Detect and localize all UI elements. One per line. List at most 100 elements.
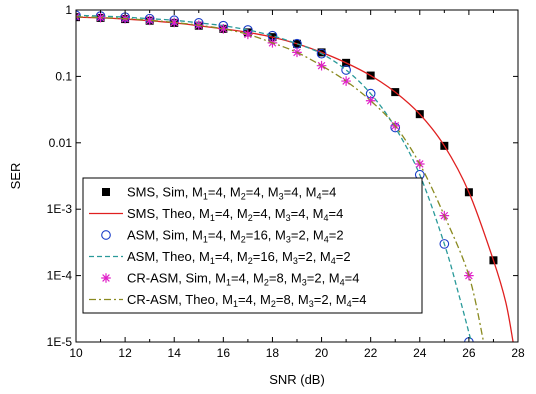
legend-swatch — [101, 230, 111, 240]
legend-label-part: =4, M — [284, 185, 317, 200]
legend-label-part: 3 — [286, 213, 291, 223]
legend-item: CR-ASM, Theo, M1=4, M2=8, M3=2, M4=4 — [89, 292, 366, 309]
legend-label-part: ASM, Theo, M — [127, 249, 210, 264]
y-tick-label: 1E-5 — [47, 335, 73, 349]
legend-label-part: =4, M — [253, 206, 286, 221]
data-point — [439, 239, 450, 249]
legend-label-part: =2 — [336, 249, 351, 264]
legend-label: SMS, Sim, M1=4, M2=4, M3=4, M4=4 — [127, 185, 336, 202]
legend-label-part: =8, M — [269, 271, 302, 286]
legend-label-part: =2 — [329, 228, 344, 243]
legend-label-part: =16, M — [253, 249, 293, 264]
x-tick-label: 28 — [511, 346, 525, 360]
legend-label-part: 3 — [302, 278, 307, 288]
legend-label: SMS, Theo, M1=4, M2=4, M3=4, M4=4 — [127, 206, 343, 223]
x-tick-label: 18 — [266, 346, 280, 360]
legend-label-part: CR-ASM, Sim, M — [127, 271, 226, 286]
legend-label-part: 1 — [210, 256, 215, 266]
legend-label-part: =2, M — [298, 249, 331, 264]
x-tick-label: 24 — [413, 346, 427, 360]
legend-label: ASM, Theo, M1=4, M2=16, M3=2, M4=2 — [127, 249, 351, 266]
legend-label: CR-ASM, Sim, M1=4, M2=8, M3=2, M4=4 — [127, 271, 359, 288]
legend-label: CR-ASM, Theo, M1=4, M2=8, M3=2, M4=4 — [127, 292, 366, 309]
x-tick-label: 22 — [364, 346, 378, 360]
legend-label-part: 1 — [203, 192, 208, 202]
legend-label-part: =4, M — [215, 249, 248, 264]
data-point — [243, 29, 253, 40]
legend-label-part: 4 — [340, 278, 345, 288]
legend-label-part: =4, M — [208, 185, 241, 200]
legend-label-part: 4 — [347, 299, 352, 309]
legend-label-part: =8, M — [276, 292, 309, 307]
legend-label-part: =4, M — [231, 271, 264, 286]
legend-label-part: 3 — [293, 256, 298, 266]
legend-item: SMS, Theo, M1=4, M2=4, M3=4, M4=4 — [89, 206, 343, 223]
data-point — [95, 12, 106, 23]
legend-label-part: =4 — [352, 292, 367, 307]
legend-label-part: 4 — [331, 256, 336, 266]
y-tick-label: 1E-4 — [47, 269, 73, 283]
legend-label-part: =4 — [345, 271, 360, 286]
x-axis: 10 12 14 16 18 20 22 24 26 28 — [69, 10, 525, 360]
legend-box — [82, 177, 423, 314]
legend-label-part: =4, M — [208, 228, 241, 243]
legend-label-part: CR-ASM, Theo, M — [127, 292, 233, 307]
legend-item: CR-ASM, Sim, M1=4, M2=8, M3=2, M4=4 — [101, 271, 359, 288]
x-tick-label: 10 — [69, 346, 83, 360]
data-point — [341, 65, 351, 75]
legend-item: ASM, Theo, M1=4, M2=16, M3=2, M4=2 — [89, 249, 351, 266]
data-point — [144, 15, 155, 26]
legend-label-part: 2 — [248, 256, 253, 266]
legend-label-part: ASM, Sim, M — [127, 228, 203, 243]
legend-label-part: 2 — [241, 192, 246, 202]
legend-label-part: 3 — [286, 235, 291, 245]
y-tick-label: 1E-3 — [47, 202, 73, 216]
legend-label-part: SMS, Theo, M — [127, 206, 210, 221]
legend-label-part: =4, M — [238, 292, 271, 307]
legend-label-part: 2 — [271, 299, 276, 309]
legend-label-part: 1 — [203, 235, 208, 245]
legend-swatch — [101, 273, 111, 283]
y-axis-title: SER — [8, 163, 23, 190]
data-point — [316, 48, 327, 59]
data-point — [365, 95, 376, 106]
y-tick-label: 0.1 — [55, 69, 72, 83]
data-point — [169, 17, 180, 28]
legend-label-part: 2 — [248, 213, 253, 223]
legend-label-part: 2 — [241, 235, 246, 245]
legend-label-part: 3 — [279, 192, 284, 202]
legend-label-part: 4 — [324, 235, 329, 245]
legend-label-part: =4 — [322, 185, 337, 200]
data-point — [341, 76, 351, 86]
legend-label: ASM, Sim, M1=4, M2=16, M3=2, M4=2 — [127, 228, 344, 245]
series-5 — [76, 16, 485, 342]
legend-label-part: SMS, Sim, M — [127, 185, 203, 200]
legend-label-part: 3 — [309, 299, 314, 309]
legend-label-part: =4, M — [246, 185, 279, 200]
x-axis-title: SNR (dB) — [269, 372, 325, 387]
legend-label-part: =2, M — [291, 228, 324, 243]
plot-area — [76, 10, 514, 342]
legend-label-part: 4 — [324, 213, 329, 223]
y-tick-label: 1 — [65, 3, 72, 17]
legend-label-part: =16, M — [246, 228, 286, 243]
legend-label-part: 1 — [233, 299, 238, 309]
legend-label-part: 1 — [226, 278, 231, 288]
data-point — [316, 60, 327, 71]
x-tick-label: 26 — [462, 346, 476, 360]
x-tick-label: 12 — [118, 346, 132, 360]
y-tick-label: 0.01 — [49, 136, 73, 150]
legend-label-part: 2 — [264, 278, 269, 288]
legend-item: ASM, Sim, M1=4, M2=16, M3=2, M4=2 — [101, 228, 344, 245]
legend-label-part: =2, M — [314, 292, 347, 307]
legend-label-part: =4 — [329, 206, 344, 221]
legend-label-part: =2, M — [307, 271, 340, 286]
legend-swatch — [102, 188, 110, 196]
x-tick-label: 14 — [168, 346, 182, 360]
x-tick-label: 16 — [217, 346, 231, 360]
y-axis: 1 0.1 0.01 1E-3 1E-4 1E-5 — [47, 3, 518, 349]
legend-label-part: 1 — [210, 213, 215, 223]
legend-label-part: =4, M — [291, 206, 324, 221]
